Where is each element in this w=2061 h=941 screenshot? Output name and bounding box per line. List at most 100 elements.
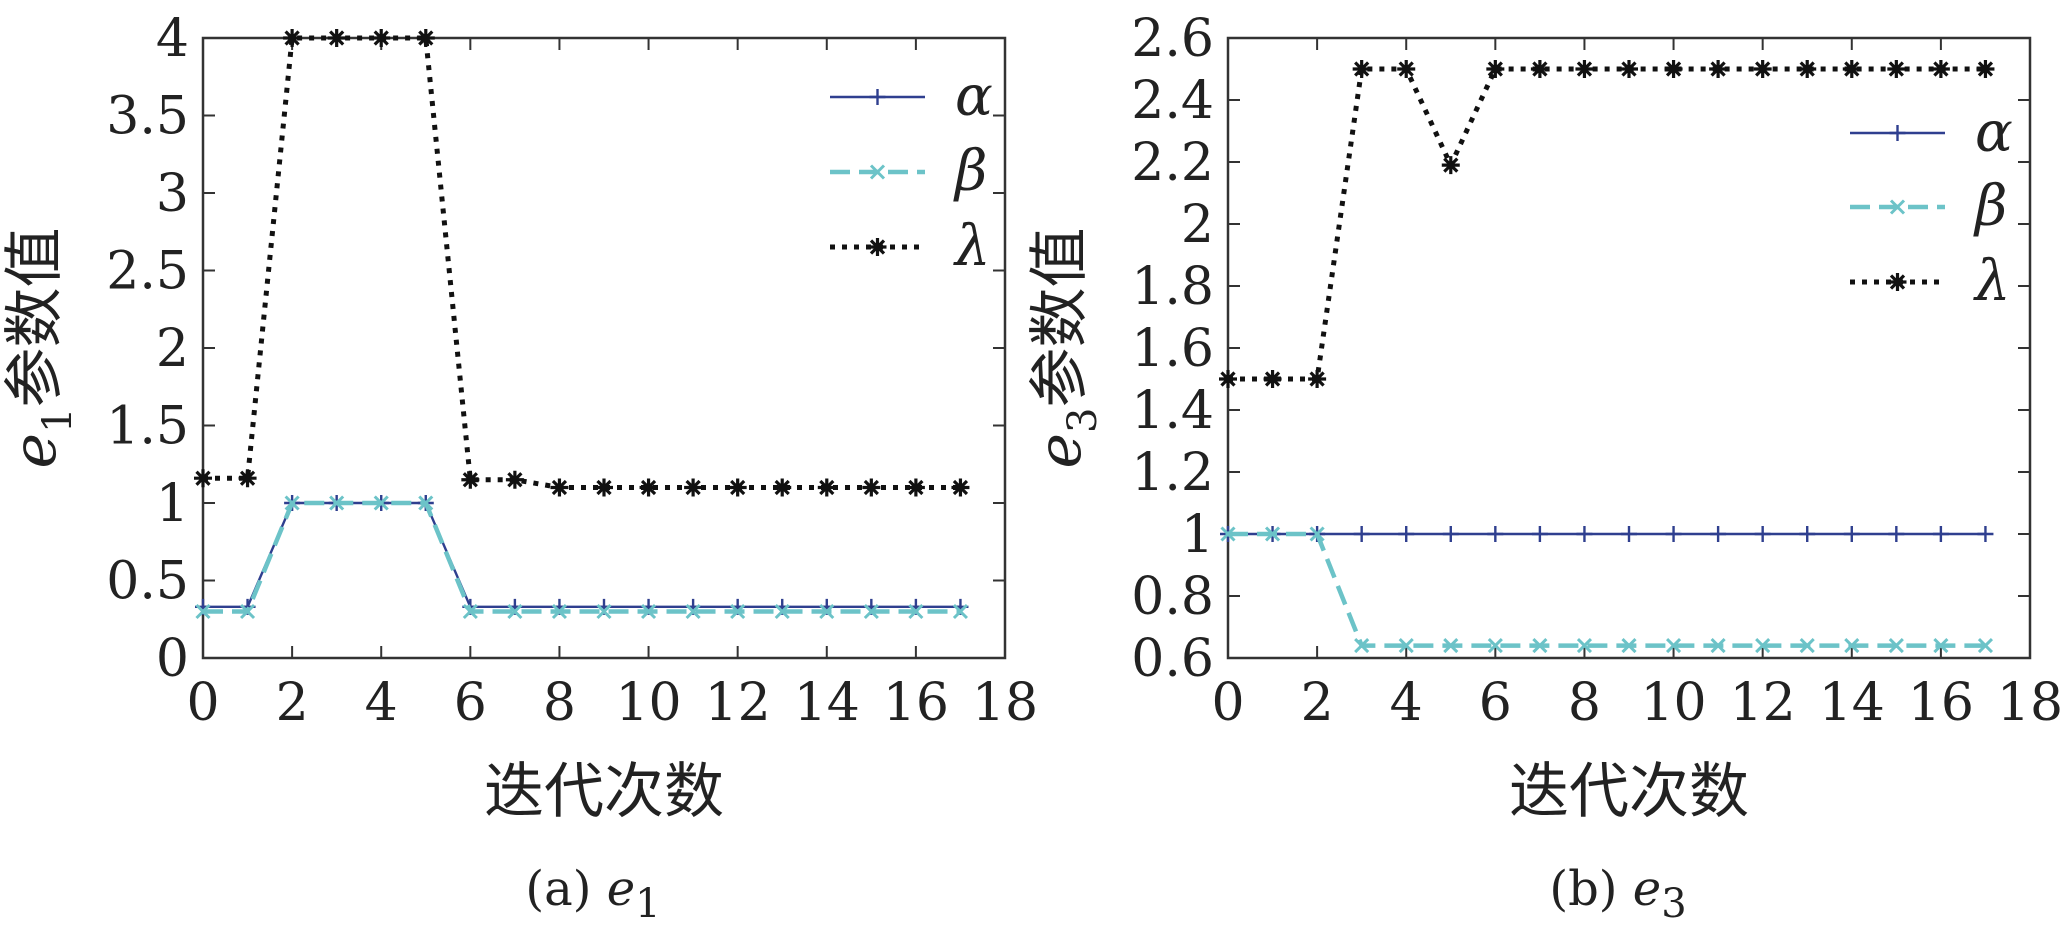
data-point-beta <box>1710 638 1726 654</box>
data-point-beta <box>284 495 300 511</box>
plot-frame <box>201 36 1007 660</box>
data-point-alpha <box>1843 526 1860 542</box>
data-point-beta <box>507 603 523 620</box>
series-alpha <box>195 495 969 615</box>
data-point-beta <box>329 495 345 511</box>
data-point-lambda <box>951 478 970 497</box>
y-tick-label: 1 <box>1181 505 1214 565</box>
series-beta <box>195 495 969 620</box>
x-tick-label: 6 <box>1479 673 1512 733</box>
data-point-alpha <box>1353 526 1370 542</box>
x-tick-label: 8 <box>543 673 576 733</box>
data-point-beta <box>1977 638 1994 654</box>
data-point-beta <box>1220 526 1236 542</box>
legend-marker-lambda <box>1888 273 1907 291</box>
data-point-lambda <box>1664 60 1683 78</box>
y-axis-title: e3参数值 <box>1025 228 1106 469</box>
y-tick-label: 0.6 <box>1131 629 1214 689</box>
x-axis-title: 迭代次数 <box>484 757 724 827</box>
data-point-lambda <box>1575 60 1594 78</box>
data-point-lambda <box>550 478 569 497</box>
data-point-alpha <box>1710 526 1727 542</box>
data-point-beta <box>1665 638 1682 654</box>
series-lambda <box>194 29 970 497</box>
panel-b: 0 2 4 6 8 10 12 14 16 180.60.811.21.41.61.822.22.… <box>1025 9 2061 927</box>
y-tick-label: 1.8 <box>1131 257 1214 317</box>
legend-label-alpha: α <box>1975 100 2013 165</box>
data-point-lambda <box>595 478 613 497</box>
y-tick-label: 1 <box>156 474 189 534</box>
x-tick-label: 12 <box>1730 673 1796 733</box>
caption-var: e <box>607 861 635 917</box>
x-tick-label: 0 <box>1211 673 1244 733</box>
data-point-lambda <box>1887 60 1906 78</box>
y-axis-title-var: e <box>1025 433 1095 469</box>
data-point-beta <box>596 603 612 620</box>
x-tick-label: 16 <box>883 673 949 733</box>
data-point-lambda <box>461 470 480 489</box>
data-point-beta <box>1443 638 1459 654</box>
x-tick-label: 18 <box>1997 673 2061 733</box>
y-tick-label: 2.5 <box>106 242 189 302</box>
data-point-beta <box>863 603 879 620</box>
x-tick-label: 2 <box>1301 673 1334 733</box>
data-point-lambda <box>1709 60 1728 78</box>
y-tick-label: 2.2 <box>1131 133 1214 193</box>
data-point-alpha <box>1932 526 1949 542</box>
data-point-beta <box>1264 526 1281 542</box>
series-lambda <box>1219 60 1995 388</box>
y-axis-title-text: 参数值 <box>0 228 70 408</box>
data-point-alpha <box>1977 526 1994 542</box>
data-point-lambda <box>1263 370 1282 388</box>
data-point-lambda <box>684 478 703 497</box>
data-point-beta <box>1354 638 1370 654</box>
x-tick-label: 16 <box>1908 673 1974 733</box>
data-point-lambda <box>1352 60 1371 78</box>
y-tick-label: 1.4 <box>1131 381 1214 441</box>
legend-marker-lambda <box>868 238 887 256</box>
y-axis-title-sub: 3 <box>1060 408 1106 433</box>
data-point-lambda <box>1219 370 1237 388</box>
caption-prefix: (b) <box>1549 861 1632 917</box>
legend-label-lambda: λ <box>1973 249 2011 314</box>
data-point-beta <box>1888 638 1904 654</box>
data-point-lambda <box>862 478 881 497</box>
y-tick-label: 2.6 <box>1131 9 1214 69</box>
x-tick-label: 10 <box>615 673 681 733</box>
legend-label-alpha: α <box>955 64 993 129</box>
data-point-lambda <box>1530 60 1549 78</box>
x-tick-label: 6 <box>454 673 487 733</box>
data-point-alpha <box>1665 526 1682 542</box>
data-point-beta <box>640 603 657 620</box>
data-point-beta <box>1532 638 1548 654</box>
data-point-lambda <box>1397 60 1416 78</box>
data-point-beta <box>952 603 969 620</box>
data-point-lambda <box>1798 60 1817 78</box>
x-tick-label: 12 <box>705 673 771 733</box>
data-point-beta <box>1621 638 1637 654</box>
data-point-alpha <box>1888 526 1905 542</box>
x-tick-label: 18 <box>972 673 1038 733</box>
x-axis-title: 迭代次数 <box>1509 757 1749 827</box>
data-point-beta <box>730 603 746 620</box>
data-point-lambda <box>728 478 747 497</box>
series-line-lambda <box>203 35 961 490</box>
y-axis-title-text: 参数值 <box>1025 228 1095 408</box>
series-line-beta <box>203 500 961 614</box>
caption-prefix: (a) <box>525 861 606 917</box>
panel-a: 0 2 4 6 8 10 12 14 16 1800.511.522.533.54αβλ迭代次数e… <box>0 9 1038 927</box>
data-point-lambda <box>817 478 836 497</box>
y-axis-title: e1参数值 <box>0 228 81 469</box>
y-tick-label: 1.5 <box>106 397 189 457</box>
x-tick-label: 2 <box>276 673 309 733</box>
series-line-lambda <box>1228 66 1986 382</box>
data-point-lambda <box>1976 60 1995 78</box>
data-point-alpha <box>1576 526 1593 542</box>
data-point-lambda <box>1441 156 1460 175</box>
legend: αβλ <box>830 64 993 279</box>
data-point-beta <box>418 495 434 511</box>
legend-marker-beta <box>869 164 886 180</box>
data-point-lambda <box>639 478 658 497</box>
data-point-lambda <box>416 29 435 47</box>
y-tick-label: 2 <box>1181 195 1214 255</box>
